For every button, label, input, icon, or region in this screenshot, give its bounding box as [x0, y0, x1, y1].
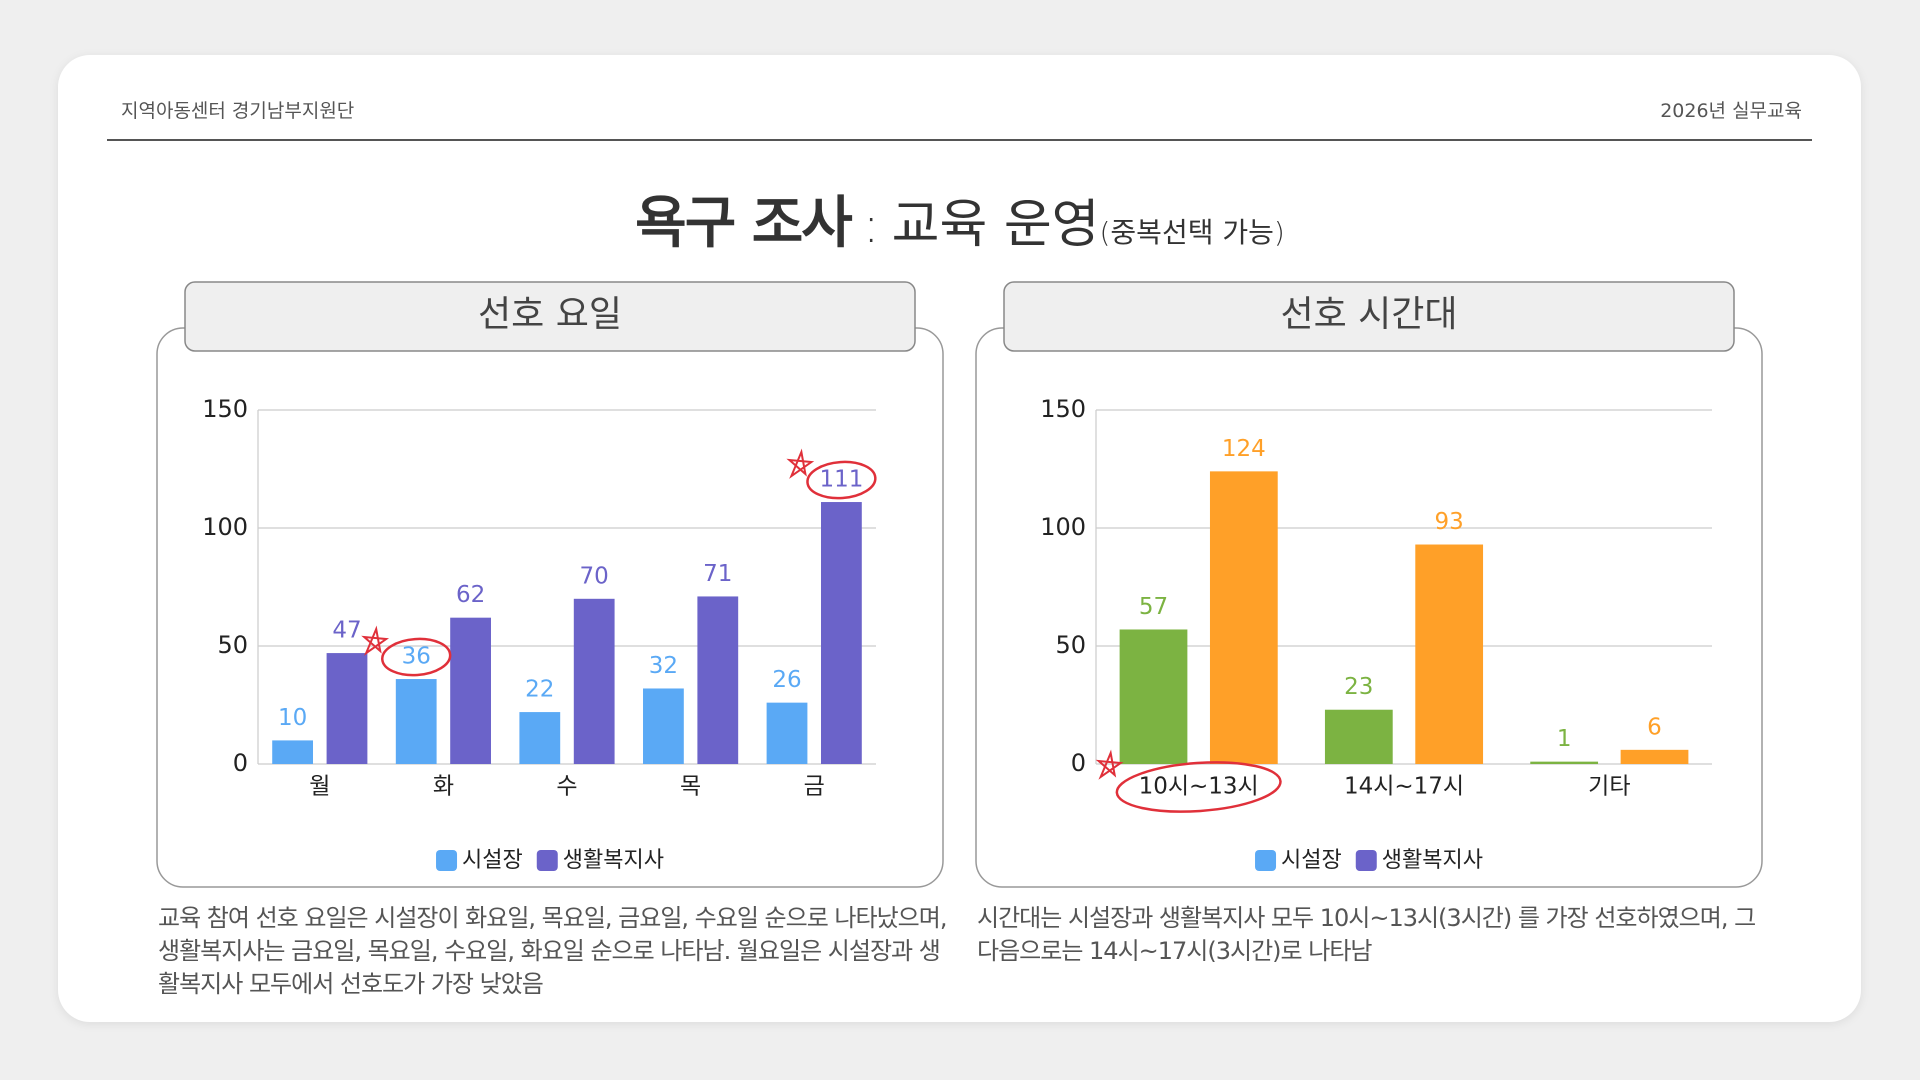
- x-tick-label: 목: [680, 774, 701, 800]
- bar: [697, 596, 739, 764]
- y-tick-label: 50: [1055, 631, 1086, 659]
- bar: [450, 617, 491, 764]
- title-bold: 욕구 조사: [635, 191, 853, 256]
- bar: [1119, 629, 1188, 764]
- chart-title: 선호 시간대: [1280, 294, 1457, 335]
- title-separator: :: [862, 196, 880, 254]
- legend-label: 생활복지사: [563, 848, 664, 873]
- legend-swatch: [1355, 850, 1377, 871]
- y-tick-label: 0: [1071, 749, 1086, 777]
- header-rule: [107, 139, 1812, 141]
- legend-label: 생활복지사: [1382, 848, 1483, 873]
- x-tick-label: 기타: [1588, 774, 1630, 800]
- value-label: 62: [456, 582, 485, 608]
- bar: [519, 712, 561, 764]
- value-label: 124: [1222, 436, 1266, 462]
- chart-tab: [1003, 281, 1735, 352]
- header-event: 2026년 실무교육: [1660, 100, 1802, 122]
- y-tick-label: 100: [202, 513, 248, 541]
- bar: [1620, 749, 1689, 764]
- value-label: 70: [580, 563, 609, 589]
- bar: [272, 740, 314, 764]
- annotation-star: [1095, 749, 1124, 780]
- slide-title: 욕구 조사: 교육 운영(중복선택 가능): [0, 178, 1920, 259]
- bar: [326, 653, 368, 764]
- legend-swatch: [1255, 850, 1277, 871]
- y-tick-label: 100: [1040, 513, 1086, 541]
- value-label: 1: [1557, 726, 1572, 752]
- chart-caption: 시간대는 시설장과 생활복지사 모두 10시~13시(3시간) 를 가장 선호하…: [977, 904, 1756, 965]
- chart-caption: 교육 참여 선호 요일은 시설장이 화요일, 목요일, 금요일, 수요일 순으로…: [158, 904, 947, 998]
- legend: 시설장 생활복지사: [1255, 848, 1483, 873]
- value-label: 93: [1435, 509, 1464, 535]
- y-tick-label: 0: [233, 749, 248, 777]
- value-label: 47: [332, 618, 361, 644]
- value-label: 6: [1647, 714, 1662, 740]
- bar: [1415, 544, 1484, 764]
- bar: [766, 702, 808, 764]
- x-tick-label: 화: [433, 774, 454, 800]
- value-label: 111: [819, 467, 863, 493]
- title-note: (중복선택 가능): [1099, 216, 1285, 249]
- y-tick-label: 150: [1040, 395, 1086, 423]
- value-label: 22: [525, 677, 554, 703]
- annotation-star: [361, 625, 390, 656]
- legend-label: 시설장: [1281, 848, 1342, 873]
- x-tick-label: 수: [556, 774, 577, 800]
- legend: 시설장 생활복지사: [436, 848, 664, 873]
- y-tick-label: 150: [202, 395, 248, 423]
- bar: [395, 679, 437, 764]
- chart-tab: [184, 281, 916, 352]
- value-label: 71: [703, 561, 732, 587]
- annotation-star: [786, 448, 815, 479]
- y-tick-label: 50: [217, 631, 248, 659]
- legend-swatch: [536, 850, 558, 871]
- value-label: 57: [1139, 594, 1168, 620]
- value-label: 36: [402, 644, 431, 670]
- value-label: 32: [649, 653, 678, 679]
- bar: [573, 598, 615, 764]
- x-tick-label: 10시~13시: [1139, 774, 1259, 800]
- title-main: 교육 운영: [891, 195, 1100, 255]
- legend-swatch: [436, 850, 458, 871]
- chart-title: 선호 요일: [478, 294, 622, 335]
- x-tick-label: 금: [804, 774, 825, 800]
- value-label: 26: [772, 667, 801, 693]
- value-label: 23: [1344, 674, 1373, 700]
- legend-label: 시설장: [462, 848, 523, 873]
- bar: [820, 502, 862, 764]
- annotation-circle: [806, 460, 877, 500]
- chart-panel: [975, 327, 1763, 888]
- bar: [1530, 761, 1599, 764]
- bar: [643, 688, 684, 764]
- annotation-circle: [1115, 761, 1282, 813]
- bar: [1209, 471, 1278, 764]
- x-tick-label: 월: [309, 774, 330, 800]
- annotation-circle: [381, 637, 452, 677]
- bar: [1324, 709, 1393, 764]
- x-tick-label: 14시~17시: [1344, 774, 1464, 800]
- header-org: 지역아동센터 경기남부지원단: [121, 100, 355, 122]
- value-label: 10: [278, 705, 307, 731]
